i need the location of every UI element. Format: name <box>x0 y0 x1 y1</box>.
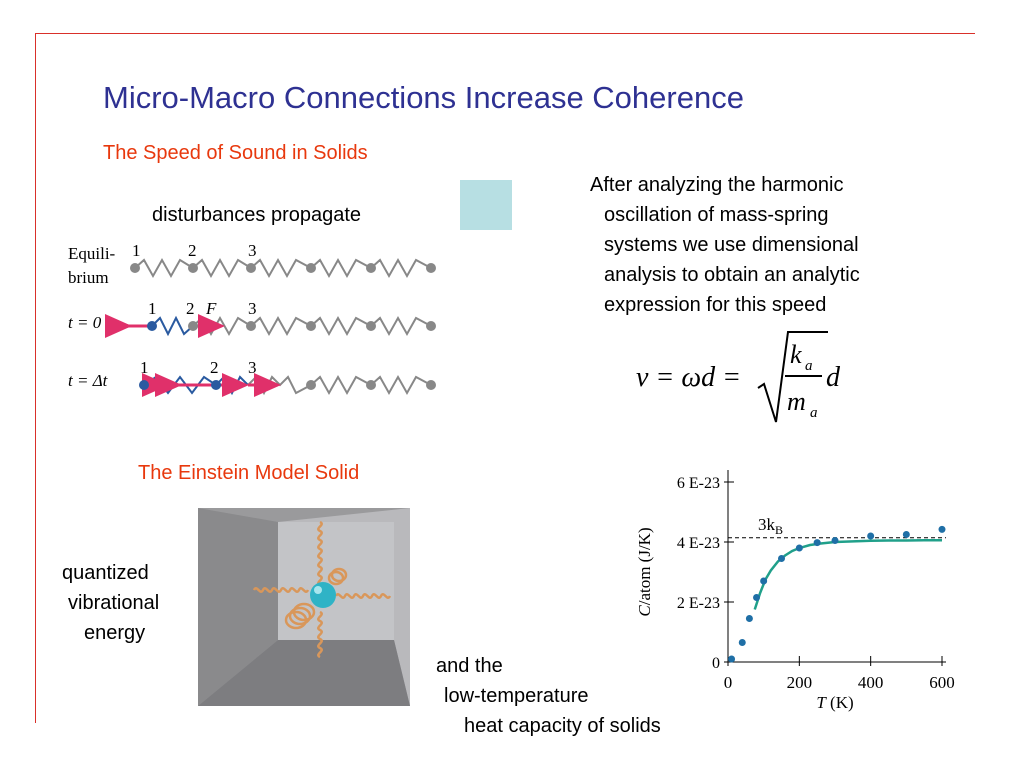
heat-line-3: heat capacity of solids <box>464 715 661 737</box>
paragraph-line-3: systems we use dimensional <box>604 234 859 256</box>
data-point <box>778 555 785 562</box>
einstein-subtitle: The Einstein Model Solid <box>138 462 360 484</box>
data-point <box>831 537 839 544</box>
formula-lhs: v = ωd = <box>636 362 741 393</box>
formula-numerator-sub: a <box>805 358 813 374</box>
mass-spring-diagram: Equili- brium t = 0 t = Δt 1 2 3 1 2 F 3… <box>68 241 436 397</box>
heat-line-1: and the <box>436 655 503 677</box>
x-axis-label: T (K) <box>816 693 853 712</box>
data-point <box>753 594 761 601</box>
quantized-line-1: quantized <box>62 562 149 584</box>
data-point <box>760 577 768 585</box>
quantized-caption: quantized vibrational energy <box>62 558 159 648</box>
placeholder-square <box>460 180 512 230</box>
row2-tick-1: 1 <box>148 299 157 318</box>
paragraph-line-4: analysis to obtain an analytic <box>604 264 860 286</box>
einstein-cube-illustration <box>198 508 410 706</box>
left-rule <box>35 33 36 723</box>
springs <box>252 520 392 659</box>
row1-tick-1: 1 <box>132 241 141 260</box>
speed-formula: v = ωd = k a m a d <box>636 331 841 423</box>
row1-masses <box>130 263 436 273</box>
data-point <box>813 539 821 547</box>
y-tick-label: 0 <box>712 655 720 672</box>
data-point <box>902 531 910 538</box>
data-point <box>745 615 753 622</box>
quantized-line-2: vibrational <box>68 592 160 614</box>
atom-sphere <box>310 582 336 608</box>
y-axis-label: C/atom (J/K) <box>635 527 654 616</box>
x-tick-label: 200 <box>787 673 813 692</box>
row1-label-line1: Equili- <box>68 244 116 263</box>
slide-title: Micro-Macro Connections Increase Coheren… <box>103 80 744 115</box>
paragraph-line-2: oscillation of mass-spring <box>604 204 829 226</box>
sound-subtitle: The Speed of Sound in Solids <box>103 142 368 164</box>
formula-denominator-sub: a <box>810 405 818 421</box>
x-tick-label: 400 <box>858 673 884 692</box>
speed-paragraph: After analyzing the harmonic oscillation… <box>590 170 860 320</box>
paragraph-line-5: expression for this speed <box>604 294 827 316</box>
formula-trailing: d <box>826 362 841 393</box>
formula-numerator: k <box>790 340 802 369</box>
y-tick-label: 2 E-23 <box>677 595 720 612</box>
row2-label: t = 0 <box>68 313 102 332</box>
row3-tick-2: 2 <box>210 358 219 377</box>
force-label: F <box>205 299 217 318</box>
row3-label: t = Δt <box>68 371 109 390</box>
row3-tick-1: 1 <box>140 358 149 377</box>
paragraph-line-1: After analyzing the harmonic <box>590 174 844 196</box>
row1-label-line2: brium <box>68 268 109 287</box>
y-tick-label: 6 E-23 <box>677 475 720 492</box>
data-point <box>867 532 875 540</box>
top-rule <box>35 33 975 34</box>
row1-tick-2: 2 <box>188 241 197 260</box>
model-curve <box>753 538 942 610</box>
reference-label: 3kB <box>758 515 783 537</box>
data-point <box>738 639 746 646</box>
heat-capacity-caption: and the low-temperature heat capacity of… <box>436 651 661 741</box>
data-point <box>795 544 803 552</box>
data-point <box>938 525 946 533</box>
quantized-line-3: energy <box>84 622 146 644</box>
disturbances-caption: disturbances propagate <box>152 204 362 226</box>
formula-denominator: m <box>787 387 806 416</box>
x-tick-label: 0 <box>724 673 733 692</box>
heat-capacity-chart: 0 2 E-23 4 E-23 6 E-23 0 200 400 600 T (K) C/atom… <box>635 470 955 712</box>
y-tick-label: 4 E-23 <box>677 535 720 552</box>
row3-tick-3: 3 <box>248 358 257 377</box>
data-point <box>728 655 736 663</box>
row1-tick-3: 3 <box>248 241 257 260</box>
x-tick-label: 600 <box>929 673 955 692</box>
row2-tick-2: 2 <box>186 299 195 318</box>
row2-tick-3: 3 <box>248 299 257 318</box>
heat-line-2: low-temperature <box>444 685 589 707</box>
